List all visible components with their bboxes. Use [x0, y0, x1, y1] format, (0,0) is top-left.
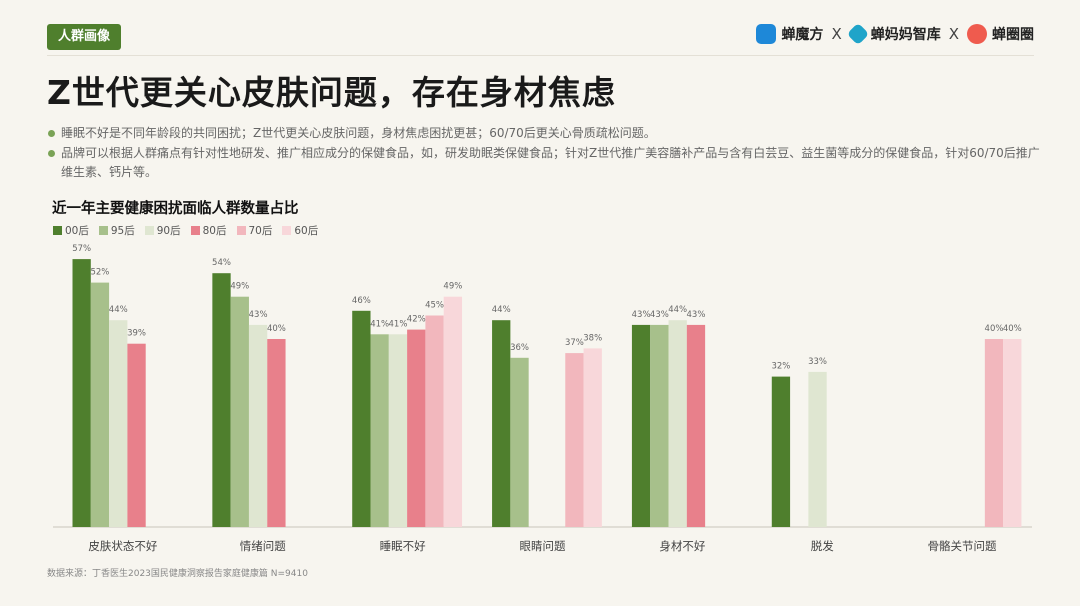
category-label: 皮肤状态不好 — [88, 539, 157, 553]
data-label: 43% — [687, 310, 706, 320]
brand-name: 蝉魔方 — [781, 27, 824, 43]
legend-item-5: 60后 — [282, 223, 318, 238]
data-label: 41% — [370, 319, 389, 329]
data-label: 49% — [443, 282, 462, 292]
insight-bullets: 睡眠不好是不同年龄段的共同困扰；Z世代更关心皮肤问题，身材焦虑困扰更甚；60/7… — [47, 124, 1047, 183]
data-label: 44% — [492, 305, 511, 315]
bar-1-1 — [230, 296, 249, 527]
legend-label: 60后 — [294, 225, 319, 237]
bar-4-0 — [631, 324, 651, 527]
bar-2-2 — [388, 334, 408, 527]
data-label: 54% — [212, 258, 231, 268]
data-label: 43% — [249, 310, 268, 320]
cube-logo-icon — [756, 24, 777, 44]
category-label: 身材不好 — [659, 539, 705, 553]
data-label: 37% — [565, 338, 584, 348]
brand-chanquanquan: 蝉圈圈 — [967, 24, 1034, 44]
bar-2-1 — [370, 334, 389, 527]
bar-3-5 — [583, 348, 602, 527]
bar-3-0 — [492, 320, 511, 527]
data-label: 40% — [1003, 324, 1022, 334]
brand-chanmama: 蝉妈妈智库 — [846, 22, 941, 46]
data-label: 57% — [72, 244, 91, 254]
category-label: 脱发 — [811, 539, 834, 553]
legend-label: 90后 — [156, 225, 181, 237]
bar-3-1 — [510, 357, 529, 527]
category-label: 眼睛问题 — [520, 539, 566, 553]
bullet-item: 品牌可以根据人群痛点有针对性地研发、推广相应成分的保健食品，如，研发助眠类保健食… — [47, 144, 1047, 182]
legend-item-3: 80后 — [190, 223, 227, 238]
page-title: Z世代更关心皮肤问题，存在身材焦虑 — [47, 73, 616, 112]
legend-swatch — [236, 226, 246, 235]
bar-6-5 — [1003, 339, 1022, 527]
legend-item-4: 70后 — [236, 223, 273, 238]
data-label: 45% — [425, 301, 444, 311]
data-label: 46% — [352, 296, 371, 306]
brand-name: 蝉妈妈智库 — [870, 27, 941, 43]
legend-label: 70后 — [248, 225, 273, 237]
bar-1-2 — [248, 324, 268, 527]
chart-legend: 00后 95后 90后 80后 70后 60后 — [53, 223, 318, 238]
data-label: 36% — [510, 343, 529, 353]
bar-5-0 — [771, 376, 791, 527]
data-label: 40% — [267, 324, 286, 334]
legend-label: 80后 — [202, 225, 227, 237]
legend-swatch — [53, 226, 62, 235]
legend-item-0: 00后 — [53, 223, 89, 238]
bar-0-2 — [109, 320, 128, 527]
bar-4-3 — [686, 324, 706, 527]
legend-swatch — [282, 226, 292, 235]
data-label: 43% — [632, 310, 651, 320]
legend-swatch — [98, 226, 108, 235]
legend-label: 95后 — [110, 225, 135, 237]
header-divider — [47, 55, 1034, 56]
brand-separator: X — [831, 25, 842, 43]
bar-3-4 — [565, 353, 584, 527]
data-label: 33% — [808, 357, 827, 367]
data-label: 32% — [771, 362, 790, 372]
bar-0-1 — [90, 282, 110, 527]
data-label: 49% — [230, 282, 249, 292]
data-label: 43% — [650, 310, 669, 320]
category-label: 骨骼关节问题 — [928, 539, 997, 553]
legend-swatch — [190, 226, 200, 235]
legend-label: 00后 — [65, 225, 89, 237]
data-label: 52% — [90, 268, 109, 278]
data-label: 41% — [389, 319, 408, 329]
data-source: 数据来源：丁香医生2023国民健康洞察报告家庭健康篇 N=9410 — [47, 569, 308, 579]
section-tag: 人群画像 — [47, 24, 122, 50]
bar-2-5 — [443, 296, 463, 527]
brand-separator: X — [948, 25, 959, 43]
data-label: 42% — [407, 315, 426, 325]
bar-1-3 — [267, 339, 286, 527]
bar-2-3 — [407, 329, 426, 527]
category-label: 情绪问题 — [240, 539, 286, 553]
data-label: 39% — [127, 329, 146, 339]
bar-5-2 — [808, 371, 827, 527]
legend-item-1: 95后 — [98, 223, 135, 238]
bar-1-0 — [212, 273, 231, 527]
bullet-item: 睡眠不好是不同年龄段的共同困扰；Z世代更关心皮肤问题，身材焦虑困扰更甚；60/7… — [47, 124, 1047, 143]
chart-title: 近一年主要健康困扰面临人群数量占比 — [52, 201, 299, 217]
bar-0-3 — [127, 343, 146, 527]
category-label: 睡眠不好 — [380, 539, 426, 553]
brand-name: 蝉圈圈 — [992, 27, 1034, 43]
bar-4-1 — [650, 324, 669, 527]
data-label: 40% — [985, 324, 1004, 334]
data-label: 44% — [668, 305, 687, 315]
bar-6-4 — [984, 339, 1004, 527]
bar-2-4 — [425, 315, 444, 527]
bar-0-0 — [72, 259, 91, 527]
legend-swatch — [144, 226, 154, 235]
bar-4-2 — [668, 320, 687, 527]
bar-2-0 — [352, 310, 371, 527]
legend-item-2: 90后 — [144, 223, 181, 238]
data-label: 44% — [109, 305, 128, 315]
data-label: 38% — [583, 333, 602, 343]
brand-logos: 蝉魔方 X 蝉妈妈智库 X 蝉圈圈 — [756, 22, 1034, 46]
brand-chanmofang: 蝉魔方 — [756, 24, 823, 44]
circle-logo-icon — [967, 24, 987, 44]
